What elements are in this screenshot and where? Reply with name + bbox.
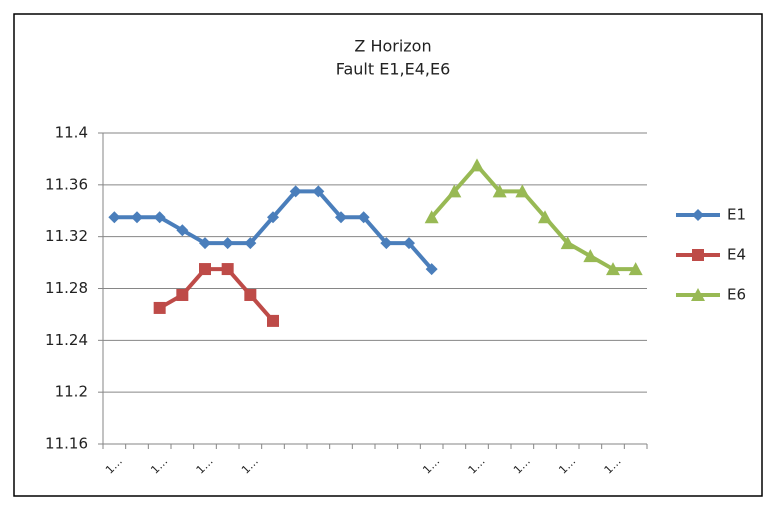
chart-title: Z Horizon <box>354 37 431 56</box>
legend-marker <box>691 288 705 301</box>
legend-label: E6 <box>727 286 746 304</box>
marker <box>153 211 166 224</box>
marker <box>470 158 484 172</box>
marker <box>335 211 347 224</box>
marker <box>267 211 279 224</box>
marker <box>538 210 552 224</box>
marker <box>447 184 462 198</box>
marker <box>425 263 438 276</box>
marker <box>606 262 620 276</box>
marker <box>424 210 439 224</box>
marker <box>199 237 211 250</box>
marker <box>560 236 575 250</box>
legend-label: E1 <box>727 206 746 224</box>
y-tick-label: 11.4 <box>55 124 88 142</box>
marker <box>515 184 530 198</box>
marker <box>380 237 393 250</box>
y-tick-label: 11.2 <box>55 383 88 401</box>
y-tick-label: 11.24 <box>45 331 88 349</box>
marker <box>176 224 189 237</box>
marker <box>176 288 189 301</box>
marker <box>199 263 211 276</box>
y-tick-label: 11.32 <box>45 227 88 245</box>
marker <box>289 185 302 198</box>
chart-subtitle: Fault E1,E4,E6 <box>336 60 451 79</box>
y-tick-label: 11.16 <box>45 435 88 453</box>
marker <box>583 249 598 263</box>
marker <box>492 184 507 198</box>
marker <box>131 211 143 224</box>
legend-label: E4 <box>727 246 746 264</box>
marker <box>628 262 643 276</box>
marker <box>153 301 166 314</box>
marker <box>267 314 279 327</box>
marker <box>312 185 325 198</box>
marker <box>221 263 234 276</box>
chart-frame <box>13 13 763 497</box>
marker <box>221 237 234 250</box>
marker <box>108 211 121 224</box>
series-line <box>430 163 636 272</box>
legend-marker <box>692 249 704 261</box>
marker <box>244 237 257 250</box>
marker <box>244 288 257 301</box>
marker <box>403 237 415 250</box>
legend-marker <box>692 209 704 221</box>
y-tick-label: 11.28 <box>45 279 88 297</box>
marker <box>357 211 370 224</box>
y-tick-label: 11.36 <box>45 175 88 193</box>
